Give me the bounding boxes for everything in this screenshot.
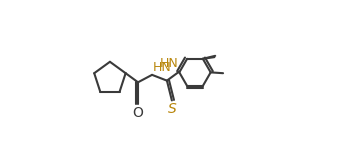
Text: O: O	[133, 106, 143, 120]
Text: HN: HN	[153, 61, 171, 74]
Text: HN: HN	[160, 57, 178, 70]
Text: S: S	[168, 102, 177, 116]
